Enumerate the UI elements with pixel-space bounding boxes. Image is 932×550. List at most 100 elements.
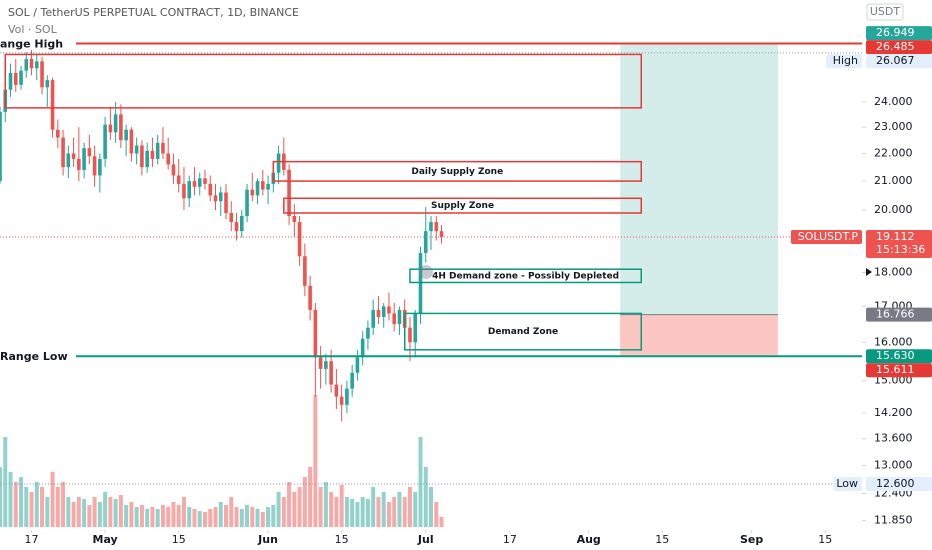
volume-bar	[418, 437, 423, 527]
volume-bar	[40, 487, 45, 527]
volume-bar	[19, 477, 24, 527]
candle-body	[297, 222, 302, 257]
volume-bar	[66, 497, 71, 527]
candle-body	[255, 181, 260, 196]
candle-body	[234, 222, 239, 232]
volume-bar	[150, 507, 155, 527]
candle-body	[423, 231, 428, 254]
volume-bar	[271, 505, 276, 527]
volume-bar	[113, 499, 118, 527]
volume-bar	[239, 509, 244, 527]
volume-bar	[134, 507, 139, 527]
candle-body	[134, 145, 139, 154]
x-tick-label: Jun	[257, 533, 278, 546]
zone	[4, 53, 642, 109]
volume-bar	[213, 507, 218, 527]
volume-bar	[297, 487, 302, 527]
price-label-box	[866, 307, 932, 322]
candle-body	[108, 124, 113, 133]
candle-body	[50, 80, 55, 130]
volume-bar	[245, 505, 250, 527]
x-tick-label: 15	[818, 533, 832, 546]
y-tick-label: 13.000	[874, 458, 913, 471]
candle-body	[360, 338, 365, 358]
candle-body	[329, 361, 333, 385]
candle-body	[13, 72, 18, 85]
candle-body	[155, 142, 160, 159]
candle-body	[29, 59, 34, 69]
volume-bar	[260, 512, 265, 527]
candle-body	[98, 158, 102, 176]
candle-body	[82, 148, 86, 170]
candle-body	[113, 114, 118, 133]
volume-bar	[97, 502, 102, 527]
volume-bar	[92, 497, 97, 527]
plot-area: Daily Supply Zone Supply Zone 4H Demand zo…	[0, 37, 862, 527]
candle-body	[287, 169, 291, 216]
volume-bar	[318, 487, 323, 527]
candle-body	[345, 388, 349, 405]
candle-body	[392, 313, 397, 325]
volume-bar	[386, 502, 391, 527]
volume-bar	[439, 517, 444, 527]
y-tick-label: 11.850	[874, 513, 913, 526]
volume-bar	[371, 487, 376, 527]
x-tick-label: Sep	[740, 533, 763, 546]
volume-bar	[234, 507, 239, 527]
volume-bar	[181, 497, 186, 527]
candle-body	[439, 231, 444, 237]
candle-body	[71, 153, 76, 159]
volume-bar	[82, 499, 87, 527]
candle-body	[140, 145, 144, 168]
candle-body	[19, 70, 23, 85]
volume-bar	[103, 492, 108, 527]
candle-body	[308, 285, 312, 310]
volume-bar	[71, 502, 76, 527]
volume-bar	[329, 492, 334, 527]
volume-bar	[76, 497, 81, 527]
candle-body	[66, 153, 71, 168]
volume-bar	[176, 505, 181, 527]
price-label-box	[866, 477, 932, 492]
volume-bar	[413, 492, 418, 527]
volume-bar	[34, 482, 39, 527]
candle-body	[192, 181, 197, 187]
price-name: SOLUSDT.P	[798, 230, 859, 243]
candle-body	[355, 357, 360, 373]
x-tick-label: 15	[172, 533, 186, 546]
volume-bar	[360, 497, 365, 527]
zone-label: 4H Demand zone - Possibly Depleted	[432, 271, 619, 281]
volume-bar	[287, 482, 292, 527]
price-name: Low	[836, 477, 858, 490]
candle-body	[34, 61, 39, 69]
candle-body	[208, 183, 213, 196]
volume-bar	[50, 472, 55, 527]
candle-body	[245, 189, 249, 216]
volume-bar	[250, 507, 255, 527]
candle-body	[408, 327, 412, 343]
y-tick-label: 22.000	[874, 147, 913, 160]
currency-button[interactable]	[866, 3, 904, 21]
volume-bar	[145, 509, 150, 527]
candle-body	[40, 61, 44, 88]
candle-body	[45, 80, 50, 88]
volume-bar	[350, 499, 355, 527]
volume-bar	[365, 499, 370, 527]
volume-bar	[376, 497, 381, 527]
volume-bar	[87, 505, 92, 527]
x-tick-label: 15	[655, 533, 669, 546]
candle-body	[371, 309, 375, 328]
y-tick-label: 18.000	[874, 266, 913, 279]
volume-bar	[0, 467, 2, 527]
candle-body	[61, 137, 65, 168]
x-tick-label: 15	[335, 533, 349, 546]
zone	[283, 197, 642, 214]
x-tick-label: 17	[503, 533, 517, 546]
zone-label: Supply Zone	[431, 201, 494, 211]
price-label: 15.611	[876, 363, 915, 376]
candle-body	[229, 213, 234, 223]
currency[interactable]: USDT	[870, 5, 901, 18]
volume-bar	[118, 495, 123, 527]
candle-body	[197, 178, 202, 187]
